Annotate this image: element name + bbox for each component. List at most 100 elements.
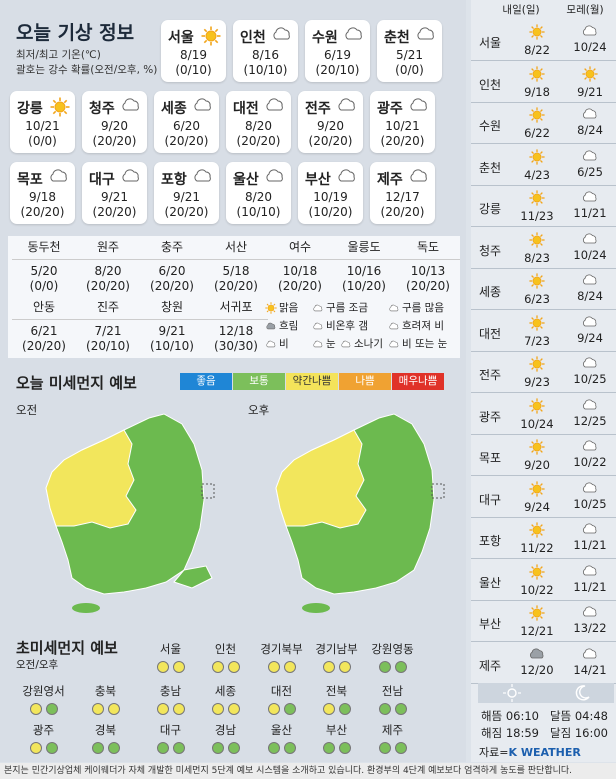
fine-dust-region: 경기남부 [309,641,364,673]
forecast-city: 강릉 [479,202,502,216]
region-name: 부산 [325,723,348,737]
forecast-day2: 10/24 [566,24,614,54]
sun-icon [529,190,545,206]
city-rain: (20/10) [315,63,360,77]
weather-icon [120,168,142,187]
dust-level-badge: 약간나쁨 [286,373,338,390]
city-temp: 10/19 [313,190,348,204]
weather-icon [192,97,214,116]
forecast-day2: 11/21 [566,522,614,552]
forecast-day2: 13/22 [566,605,614,635]
fine-dust-region: 인천 [198,641,253,673]
sun-icon [529,273,545,289]
weather-legend-item: 흐려져 비 [388,318,444,333]
forecast-day2-temp: 11/21 [573,538,607,552]
forecast-day1-temp: 6/23 [524,292,550,306]
small-city: 울릉도 10/16 (10/20) [332,240,396,294]
forecast-col2-header: 모레(월) [566,4,604,16]
forecast-day1: 10/22 [513,563,561,597]
fine-dust-region: 광주 [16,722,71,754]
forecast-row: 광주 10/24 12/25 [471,394,616,435]
map-region-yellow-am [45,429,137,529]
city-temp: 6/20 [173,119,200,133]
am-dot [29,742,42,754]
forecast-day1-temp: 11/22 [520,541,554,555]
city-temp: 9/18 [29,190,56,204]
region-name: 제주 [381,723,404,737]
cloud-icon [266,98,283,111]
weather-icon [271,26,293,45]
sunset-time: 해짐 18:59 [481,726,539,740]
city-card: 목포 9/18 (20/20) [10,162,75,224]
weather-legend-label: 구름 많음 [402,302,444,314]
fine-dust-region: 울산 [254,722,309,754]
weather-legend-item: 비 또는 눈 [388,336,447,351]
sun-icon [529,148,545,165]
forecast-city: 대구 [479,492,502,507]
city-rain: (20/20) [308,134,353,148]
city-temp: 9/20 [101,119,128,133]
small-city-name: 안동 [12,300,76,320]
city-card: 대전 8/20 (20/20) [226,91,291,153]
cloud-icon [583,233,597,243]
cloud-icon [194,169,211,182]
city-card: 청주 9/20 (20/20) [82,91,147,153]
city-temp: 9/20 [317,119,344,133]
map-dokdo-box-pm [431,483,445,499]
forecast-day2: 9/21 [566,65,614,99]
cloud-icon [122,98,139,111]
city-temp: 8/19 [180,48,207,62]
city-temp: 12/17 [385,190,420,204]
small-city: 독도 10/13 (20/20) [396,240,460,294]
cloud-icon [583,482,597,492]
weather-legend-label: 비 또는 눈 [402,338,448,350]
forecast-day1-temp: 11/23 [520,209,554,223]
forecast-city: 광주 [479,409,502,424]
forecast-day1: 6/23 [513,273,561,306]
city-rain: (0/0) [28,134,57,148]
small-city-temp: 9/21 [158,324,186,338]
weather-legend-label: 흐림 [279,320,299,332]
forecast-row: 청주 8/23 10/24 [471,228,616,269]
forecast-city: 전주 [479,368,502,382]
forecast-day1: 12/21 [513,605,561,638]
small-city-rain: (20/20) [22,339,66,353]
forecast-city: 세종 [479,285,502,299]
am-dot [267,742,280,754]
forecast-day2-temp: 6/25 [577,164,603,179]
small-city: 진주 7/21 (20/10) [76,300,140,354]
sun-icon [529,439,545,455]
fine-dust-region: 세종 [198,683,253,715]
city-card: 전주 9/20 (20/20) [298,91,363,153]
city-rain: (0/0) [395,63,424,77]
am-dot [267,661,280,673]
weather-legend-label: 구름 조금 [326,302,368,314]
am-dot [322,703,335,715]
forecast-row: 춘천 4/23 6/25 [471,145,616,186]
region-name: 울산 [270,723,293,737]
weather-icon [408,97,430,116]
forecast-day1: 9/24 [513,480,561,514]
cloud-icon [583,606,597,617]
weather-legend-item: 비 [265,336,289,351]
small-city-rain: (10/20) [342,279,386,293]
city-card: 수원 6/19 (20/10) [305,20,370,82]
forecast-day2: 10/25 [566,356,614,386]
page-title: 오늘 기상 정보 [16,22,135,44]
dust-level-badge: 좋음 [180,373,232,390]
cloud-icon [313,322,323,329]
city-temp: 8/20 [245,119,272,133]
forecast-city: 포항 [479,534,502,548]
forecast-row: 제주 12/20 14/21 [471,643,616,684]
fine-dust-region: 전북 [309,683,364,715]
dust-level-badge: 보통 [233,373,285,390]
cloud-icon [583,108,597,119]
city-rain: (20/20) [380,134,425,148]
city-name: 수원 [312,30,338,46]
forecast-day1: 12/20 [513,647,561,677]
forecast-day1: 9/18 [513,65,561,99]
forecast-day1-temp: 10/24 [520,416,554,431]
city-card: 강릉 10/21 (0/0) [10,91,75,153]
dust-level-badge: 매우나쁨 [392,373,444,390]
forecast-row: 세종 6/23 8/24 [471,269,616,310]
